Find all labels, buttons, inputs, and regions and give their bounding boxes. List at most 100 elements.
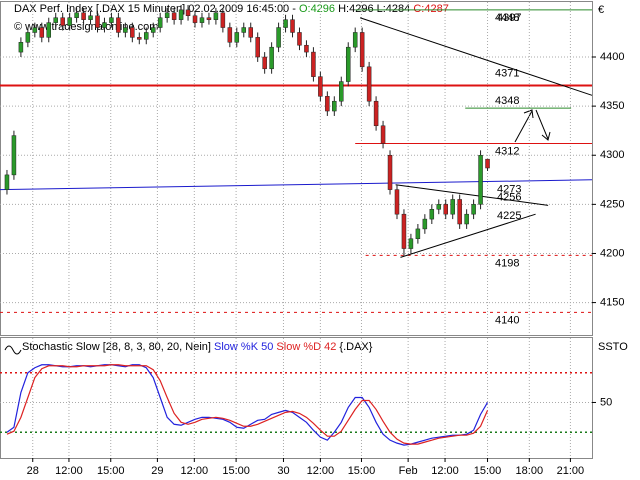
level-label: 4198 (495, 257, 519, 269)
header-open: O:4296 (299, 3, 335, 15)
candle-body (220, 12, 226, 28)
currency-label: € (598, 4, 604, 16)
candle-body (429, 209, 435, 220)
x-tick-label: 18:00 (516, 465, 544, 477)
candle-body (88, 15, 93, 20)
x-tick-label: 29 (151, 465, 163, 477)
chart-header: DAX Perf. Index [.DAX 15 Minuten] 02.02.… (14, 3, 449, 15)
indicator-header: Stochastic Slow [28, 8, 3, 80, 20, Nein]… (22, 341, 373, 353)
candle-body (241, 27, 247, 33)
candle-body (11, 135, 17, 176)
arrow-head (541, 131, 551, 141)
candle-body (345, 46, 351, 82)
candle-body (387, 154, 393, 190)
candle-body (157, 17, 163, 28)
header-text: DAX Perf. Index [.DAX 15 Minuten] 02.02.… (14, 3, 299, 15)
level-label: 4348 (495, 95, 519, 107)
candle-body (283, 19, 288, 28)
candle-body (422, 218, 428, 230)
candle-body (227, 27, 233, 43)
level-label: 4140 (495, 314, 519, 326)
x-tick-label: 21:00 (557, 465, 585, 477)
candle-body (67, 17, 72, 26)
trend-line (400, 213, 536, 258)
candle-body (311, 51, 316, 77)
level-label: 4312 (495, 145, 519, 157)
candle-body (471, 204, 476, 215)
candle-body (178, 9, 184, 20)
candle-body (81, 12, 86, 20)
x-tick-label: 15:00 (97, 465, 125, 477)
candle-body (109, 17, 114, 23)
y-tick-label: 4300 (600, 149, 624, 161)
candle-body (206, 17, 212, 20)
candle-body (32, 27, 38, 33)
candle-body (18, 42, 24, 53)
candle-body (144, 32, 149, 40)
x-tick-label: 12:00 (307, 465, 335, 477)
k-last: 50 (261, 341, 273, 353)
y-tick-label: 4250 (600, 198, 624, 210)
candle-body (269, 46, 274, 70)
candle-body (318, 76, 323, 97)
candle-body (164, 12, 170, 18)
y-tick-label: 50 (600, 396, 612, 408)
candle-body (199, 17, 205, 23)
candle-body (380, 125, 386, 144)
price-panel-frame (0, 1, 593, 336)
candle-body (443, 204, 448, 215)
candle-body (213, 12, 219, 20)
candle-body (74, 12, 79, 18)
candle-body (359, 32, 365, 68)
x-tick-label: 12:00 (55, 465, 83, 477)
candle-body (116, 17, 121, 33)
candle-body (415, 228, 421, 239)
candle-body (102, 22, 107, 28)
candle-body (255, 37, 260, 58)
d-legend: Slow %D (276, 341, 321, 353)
indicator-axis-label: SSTO (598, 341, 628, 353)
candle-body (150, 27, 156, 33)
candle-body (39, 27, 45, 38)
candle-body (130, 27, 135, 38)
candle-body (394, 189, 400, 215)
candle-body (262, 56, 267, 70)
candle-body (332, 100, 337, 112)
trend-line (359, 17, 593, 96)
x-tick-label: 15:00 (474, 465, 502, 477)
header-hl: H:4296 L:4284 (335, 3, 413, 15)
x-tick-label: 15:00 (348, 465, 376, 477)
indicator-panel-frame (0, 337, 593, 459)
trend-label: 4273 (497, 184, 521, 196)
trend-line (395, 184, 549, 206)
x-tick-label: 15:00 (222, 465, 250, 477)
candle-body (290, 19, 295, 33)
candle-body (123, 27, 128, 33)
candle-body (25, 32, 31, 43)
indicator-icon (4, 345, 22, 355)
candle-body (60, 17, 65, 26)
candle-body (234, 32, 240, 43)
candle-body (325, 96, 330, 112)
trend-label: 4397 (497, 12, 521, 24)
candle-body (248, 27, 253, 38)
candle-body (192, 15, 198, 23)
candle-body (366, 66, 372, 102)
arrow-head (523, 109, 534, 119)
x-tick-label: 30 (277, 465, 289, 477)
indicator-source: {.DAX} (336, 341, 372, 353)
candle-body (478, 154, 483, 205)
y-tick-label: 4350 (600, 100, 624, 112)
candle-body (464, 213, 469, 225)
candle-body (95, 15, 100, 28)
candle-body (339, 81, 344, 102)
x-tick-label: 28 (27, 465, 39, 477)
candle-body (485, 158, 490, 169)
candle-body (276, 27, 281, 48)
indicator-title: Stochastic Slow [28, 8, 3, 80, 20, Nein] (22, 341, 211, 353)
trend-line (0, 179, 593, 191)
candle-body (4, 174, 10, 190)
header-close: C:4287 (413, 3, 448, 15)
trend-label: 4256 (497, 191, 521, 203)
